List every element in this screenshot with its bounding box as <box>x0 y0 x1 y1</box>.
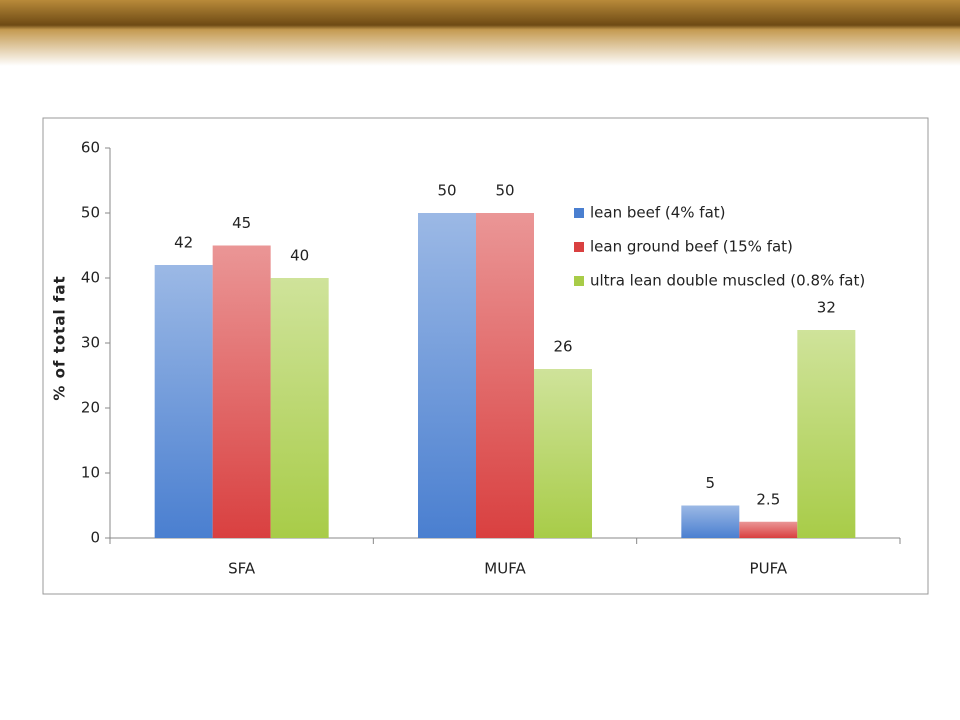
y-tick-label: 50 <box>81 204 100 222</box>
bar <box>797 330 856 538</box>
data-label: 42 <box>174 234 193 252</box>
bar <box>270 278 329 538</box>
data-label: 50 <box>437 182 456 200</box>
legend-label: ultra lean double muscled (0.8% fat) <box>590 272 865 290</box>
data-label: 2.5 <box>756 490 780 508</box>
data-label: 45 <box>232 214 251 232</box>
bar <box>154 265 213 538</box>
bar <box>418 213 476 538</box>
y-tick-label: 0 <box>90 529 100 547</box>
bar <box>534 369 592 538</box>
y-tick-label: 20 <box>81 399 100 417</box>
y-tick-label: 60 <box>81 139 100 157</box>
legend-swatch <box>574 276 584 286</box>
legend-swatch <box>574 242 584 252</box>
data-label: 50 <box>495 182 514 200</box>
data-label: 5 <box>706 474 716 492</box>
bar <box>476 213 534 538</box>
legend-label: lean ground beef (15% fat) <box>590 238 793 256</box>
x-tick-label: MUFA <box>484 560 526 578</box>
y-tick-label: 10 <box>81 464 100 482</box>
bar <box>212 245 271 538</box>
data-label: 26 <box>553 338 572 356</box>
legend-swatch <box>574 208 584 218</box>
x-tick-label: PUFA <box>750 560 788 578</box>
y-tick-label: 30 <box>81 334 100 352</box>
bar <box>681 505 740 538</box>
legend-label: lean beef (4% fat) <box>590 204 726 222</box>
header-band <box>0 0 960 66</box>
bar <box>739 521 798 538</box>
y-tick-label: 40 <box>81 269 100 287</box>
x-tick-label: SFA <box>228 560 256 578</box>
y-axis-label: % of total fat <box>51 275 69 400</box>
data-label: 32 <box>817 299 836 317</box>
data-label: 40 <box>290 247 309 265</box>
